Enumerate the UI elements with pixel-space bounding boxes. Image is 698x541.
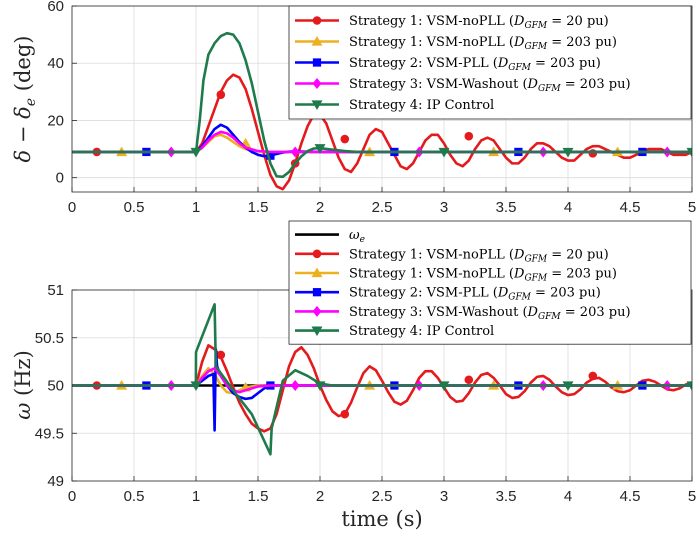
y-tick-label: 20 xyxy=(47,112,64,129)
series-line-strategy-1-vsm-nopll-d-gfm-20-pu xyxy=(72,73,692,191)
x-tick-label: 4.5 xyxy=(620,199,641,216)
marker-strategy-4-ip-control xyxy=(438,147,450,158)
legend-entry-strategy-2-vsm-pll-d-gfm-203-pu: Strategy 2: VSM-PLL (DGFM = 203 pu) xyxy=(349,286,601,303)
y-tick-label: 40 xyxy=(47,55,64,72)
marker-strategy-1-vsm-nopll-d-gfm-20-pu xyxy=(464,375,474,385)
legend-swatch-marker xyxy=(312,249,322,259)
legend-entry-strategy-4-ip-control: Strategy 4: IP Control xyxy=(349,98,494,113)
marker-strategy-3-vsm-washout-d-gfm-203-pu xyxy=(290,380,300,391)
legend-entry-strategy-1-vsm-nopll-d-gfm-203-pu: Strategy 1: VSM-noPLL (DGFM = 203 pu) xyxy=(349,35,617,52)
x-tick-label: 0.5 xyxy=(124,488,145,505)
marker-strategy-3-vsm-washout-d-gfm-203-pu xyxy=(290,146,300,158)
marker-strategy-1-vsm-nopll-d-gfm-20-pu xyxy=(216,350,226,360)
legend-box xyxy=(288,5,692,120)
legend-swatch-marker xyxy=(311,326,323,337)
x-tick-label: 1.5 xyxy=(248,488,269,505)
x-tick-label: 3.5 xyxy=(496,199,517,216)
legend-swatch-marker xyxy=(312,16,322,25)
legend-swatch-marker xyxy=(312,78,322,89)
x-axis-label: time (s) xyxy=(341,507,422,531)
x-tick-label: 2 xyxy=(316,199,324,216)
x-tick-label: 0 xyxy=(68,199,76,216)
legend-swatch-marker xyxy=(312,58,322,67)
legend-swatch-marker xyxy=(312,288,322,297)
x-tick-label: 2 xyxy=(316,488,324,505)
series-line-strategy-3-vsm-washout-d-gfm-203-pu xyxy=(72,367,692,394)
x-tick-label: 0 xyxy=(68,488,76,505)
x-tick-label: 1.5 xyxy=(248,199,269,216)
y-tick-label: 51 xyxy=(47,282,64,299)
marker-strategy-1-vsm-nopll-d-gfm-20-pu xyxy=(216,90,226,99)
x-tick-label: 4 xyxy=(564,488,572,505)
marker-strategy-4-ip-control xyxy=(562,381,574,391)
legend-entry-e: ωe xyxy=(349,228,365,245)
marker-strategy-4-ip-control xyxy=(314,144,326,154)
series-group xyxy=(72,303,692,456)
x-tick-label: 1 xyxy=(192,199,200,216)
legend-swatch-marker xyxy=(312,305,322,317)
x-tick-label: 3 xyxy=(440,488,448,505)
legend: Strategy 1: VSM-noPLL (DGFM = 20 pu) Stra… xyxy=(288,5,692,120)
y-tick-label: 49 xyxy=(47,473,64,490)
marker-strategy-1-vsm-nopll-d-gfm-20-pu xyxy=(588,149,598,158)
legend-swatch-marker xyxy=(311,36,323,46)
marker-strategy-4-ip-control xyxy=(190,147,202,158)
legend-entry-strategy-2-vsm-pll-d-gfm-203-pu: Strategy 2: VSM-PLL (DGFM = 203 pu) xyxy=(349,56,601,73)
marker-strategy-4-ip-control xyxy=(438,381,450,391)
y-tick-label: 60 xyxy=(47,0,64,15)
marker-strategy-4-ip-control xyxy=(314,381,326,391)
legend-swatch-marker xyxy=(311,100,323,110)
marker-strategy-4-ip-control xyxy=(562,147,574,158)
legend-swatch-marker xyxy=(311,267,323,278)
legend-entry-strategy-1-vsm-nopll-d-gfm-20-pu: Strategy 1: VSM-noPLL (DGFM = 20 pu) xyxy=(349,14,609,31)
x-tick-label: 0.5 xyxy=(124,199,145,216)
series-group xyxy=(72,31,692,191)
marker-strategy-1-vsm-nopll-d-gfm-20-pu xyxy=(340,134,350,144)
marker-strategy-1-vsm-nopll-d-gfm-20-pu xyxy=(340,409,350,419)
legend: ωe Strategy 1: VSM-noPLL (DGFM = 20 pu) St… xyxy=(288,220,692,345)
x-tick-label: 2.5 xyxy=(372,199,393,216)
marker-strategy-1-vsm-nopll-d-gfm-20-pu xyxy=(464,131,474,141)
x-tick-label: 4.5 xyxy=(620,488,641,505)
x-tick-label: 5 xyxy=(688,199,696,216)
marker-strategy-4-ip-control xyxy=(190,381,202,391)
x-tick-label: 2.5 xyxy=(372,488,393,505)
y-tick-label: 50.5 xyxy=(35,330,64,347)
y-tick-label: 49.5 xyxy=(35,425,64,442)
x-tick-label: 3 xyxy=(440,199,448,216)
x-tick-label: 1 xyxy=(192,488,200,505)
legend-entry-strategy-3-vsm-washout-d-gfm-203-pu: Strategy 3: VSM-Washout (DGFM = 203 pu) xyxy=(349,305,631,322)
legend-entry-strategy-1-vsm-nopll-d-gfm-203-pu: Strategy 1: VSM-noPLL (DGFM = 203 pu) xyxy=(349,267,617,284)
legend-entry-strategy-1-vsm-nopll-d-gfm-20-pu: Strategy 1: VSM-noPLL (DGFM = 20 pu) xyxy=(349,247,609,264)
marker-strategy-4-ip-control xyxy=(686,147,692,158)
series-line-strategy-4-ip-control xyxy=(72,303,692,456)
marker-strategy-1-vsm-nopll-d-gfm-20-pu xyxy=(588,371,598,381)
y-tick-label: 0 xyxy=(56,170,64,187)
x-tick-label: 5 xyxy=(688,488,696,505)
legend-entry-strategy-4-ip-control: Strategy 4: IP Control xyxy=(349,324,494,339)
bottom-chart-panel: 0 0.5 1 1.5 2 2.5 3 3.5 4 4.5 5 49 49.5 50 50.5 51 ω (Hz… xyxy=(11,220,696,531)
marker-strategy-2-vsm-pll-d-gfm-203-pu xyxy=(266,151,275,160)
x-tick-label: 3.5 xyxy=(496,488,517,505)
top-chart-panel: 0 0.5 1 1.5 2 2.5 3 3.5 4 4.5 5 0 20 40 60 δ − δe (deg)… xyxy=(11,0,696,216)
y-tick-label: 50 xyxy=(47,378,64,395)
legend-box xyxy=(288,220,692,345)
y-axis-label: δ − δe (deg) xyxy=(11,36,39,163)
x-tick-label: 4 xyxy=(564,199,572,216)
marker-strategy-4-ip-control xyxy=(686,381,692,391)
legend-entry-strategy-3-vsm-washout-d-gfm-203-pu: Strategy 3: VSM-Washout (DGFM = 203 pu) xyxy=(349,77,631,94)
series-line-strategy-3-vsm-washout-d-gfm-203-pu xyxy=(72,130,692,154)
y-axis-label: ω (Hz) xyxy=(11,350,35,420)
